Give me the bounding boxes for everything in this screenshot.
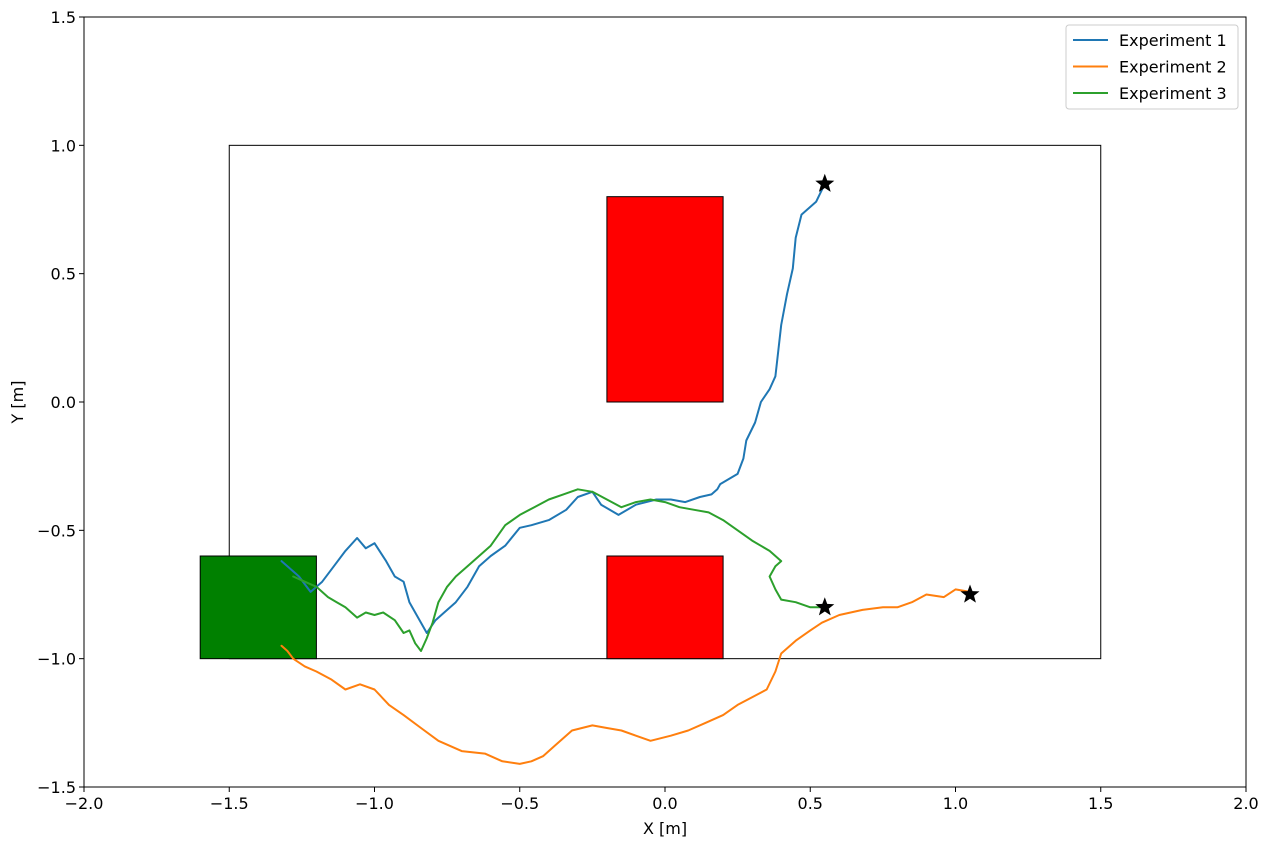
x-tick-label: −2.0 <box>65 794 104 813</box>
legend-label-experiment-1: Experiment 1 <box>1119 31 1227 50</box>
x-tick-label: −1.5 <box>210 794 249 813</box>
plot-shapes <box>199 144 1102 660</box>
x-axis-label: X [m] <box>643 819 687 838</box>
y-tick-label: −0.5 <box>37 521 76 540</box>
goal-region <box>199 555 317 660</box>
x-tick-label: −1.0 <box>355 794 394 813</box>
obstacle-2 <box>606 555 724 660</box>
obstacle-1 <box>606 196 724 403</box>
x-tick-label: 0.0 <box>652 794 677 813</box>
x-tick-label: 0.5 <box>798 794 823 813</box>
plot-series <box>280 182 971 765</box>
legend-label-experiment-2: Experiment 2 <box>1119 58 1227 77</box>
y-tick-label: −1.0 <box>37 650 76 669</box>
series-line-experiment-1 <box>280 182 826 634</box>
x-tick-label: 2.0 <box>1233 794 1258 813</box>
star-marker-1 <box>815 173 835 192</box>
legend: Experiment 1 Experiment 2 Experiment 3 <box>1065 24 1239 110</box>
legend-label-experiment-3: Experiment 3 <box>1119 84 1227 103</box>
y-tick-label: −1.5 <box>37 778 76 797</box>
series-line-experiment-3 <box>292 488 826 652</box>
y-tick-label: 1.0 <box>51 136 76 155</box>
x-tick-label: 1.5 <box>1088 794 1113 813</box>
plot-markers <box>815 173 980 616</box>
x-axis-ticks: −2.0 −1.5 −1.0 −0.5 0.0 0.5 1.0 1.5 2.0 <box>65 787 1259 813</box>
y-axis-ticks: −1.5 −1.0 −0.5 0.0 0.5 1.0 1.5 <box>37 8 84 797</box>
y-tick-label: 0.0 <box>51 393 76 412</box>
x-tick-label: 1.0 <box>943 794 968 813</box>
x-tick-label: −0.5 <box>500 794 539 813</box>
y-tick-label: 0.5 <box>51 265 76 284</box>
series-line-experiment-2 <box>280 588 971 765</box>
legend-box <box>1065 24 1239 110</box>
y-axis-label: Y [m] <box>8 381 27 425</box>
star-marker-2 <box>815 597 835 616</box>
star-marker-3 <box>960 584 980 603</box>
y-tick-label: 1.5 <box>51 8 76 27</box>
